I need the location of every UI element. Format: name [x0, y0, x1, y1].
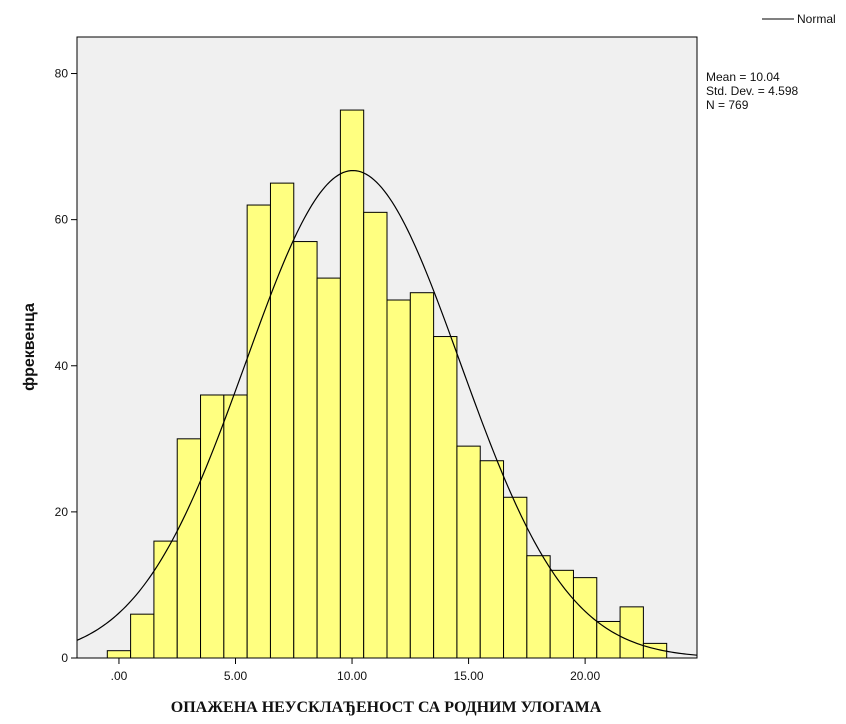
x-tick-label: 10.00 — [337, 669, 367, 683]
bars-group — [106, 109, 668, 659]
histogram-bar — [130, 613, 155, 659]
stats-std-dev: Std. Dev. = 4.598 — [706, 84, 798, 98]
x-tick-label: 15.00 — [454, 669, 484, 683]
legend-label-normal: Normal — [797, 12, 836, 26]
y-axis: 0 20 40 60 80 — [55, 67, 77, 665]
histogram-bar — [409, 292, 435, 659]
y-tick-label: 0 — [61, 651, 68, 665]
histogram-bar — [549, 569, 574, 659]
histogram-bar — [176, 438, 202, 659]
histogram-bar — [223, 394, 248, 659]
histogram-bar — [339, 109, 365, 659]
x-tick-label: 5.00 — [224, 669, 248, 683]
histogram-bar — [106, 650, 132, 659]
y-tick-label: 80 — [55, 67, 69, 81]
y-tick-label: 40 — [55, 359, 69, 373]
y-axis-label: фреквенца — [21, 303, 38, 391]
x-tick-label: 20.00 — [570, 669, 600, 683]
x-axis: .00 5.00 10.00 15.00 20.00 — [111, 658, 600, 683]
histogram-bar — [363, 211, 388, 659]
histogram-bar — [526, 555, 551, 659]
y-tick-label: 60 — [55, 213, 69, 227]
stats-n: N = 769 — [706, 98, 749, 112]
legend: Normal — [762, 12, 836, 26]
histogram-bar — [433, 336, 458, 659]
histogram-bar — [293, 241, 318, 659]
normal-curve — [76, 169, 698, 656]
histogram-bar — [246, 204, 271, 659]
stats-box: Mean = 10.04 Std. Dev. = 4.598 N = 769 — [706, 70, 798, 112]
histogram-bar — [619, 606, 644, 659]
histogram-bar — [153, 540, 178, 659]
x-tick-label: .00 — [111, 669, 128, 683]
histogram-bar — [269, 182, 295, 659]
y-tick-label: 20 — [55, 505, 69, 519]
stats-mean: Mean = 10.04 — [706, 70, 780, 84]
histogram-bar — [456, 445, 481, 659]
histogram-bar — [200, 394, 225, 659]
histogram-bar — [386, 299, 411, 659]
histogram-bar — [316, 277, 341, 659]
histogram-bar — [479, 460, 505, 659]
x-axis-label: ОПАЖЕНА НЕУСКЛАЂЕНОСТ СА РОДНИМ УЛОГАМА — [171, 699, 602, 716]
histogram-bar — [596, 620, 621, 659]
